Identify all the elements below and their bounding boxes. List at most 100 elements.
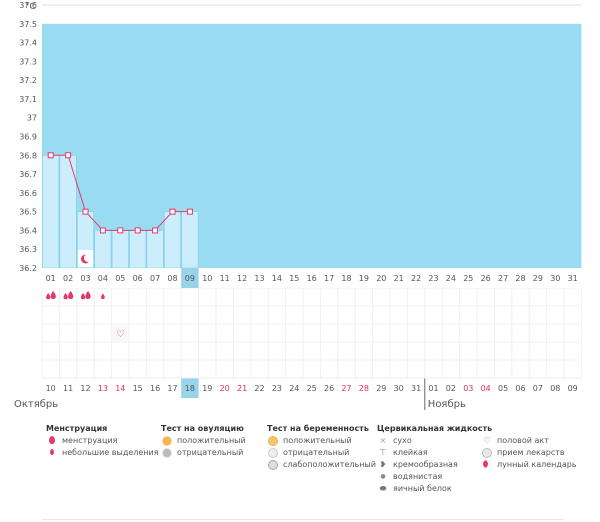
temperature-point <box>65 152 72 159</box>
date-label: 07 <box>533 384 543 393</box>
weak-test-icon <box>267 460 279 470</box>
legend-item: отрицательный <box>161 447 246 459</box>
temperature-bar <box>181 211 199 269</box>
date-label: 14 <box>115 384 125 393</box>
bbt-chart: 37.6 37.5 37.4 37.3 37.2 37.1 37 36.9 36.8 36.7 36… <box>14 1 582 410</box>
y-tick-label: 37.3 <box>19 57 37 66</box>
heart-cell <box>111 324 129 342</box>
legend-pregnancy-test: Тест на беременность положительный отриц… <box>267 423 376 471</box>
temperature-point <box>82 208 89 215</box>
day-label: 31 <box>568 274 578 283</box>
drop-icon <box>67 291 74 299</box>
date-label: 18 <box>185 384 195 393</box>
y-tick-label: 36.4 <box>19 226 37 235</box>
legend-label: сухо <box>393 436 412 445</box>
day-label: 04 <box>98 274 108 283</box>
small-drop-icon <box>46 448 58 458</box>
drop-icon <box>85 291 91 299</box>
y-tick-label: 36.2 <box>19 264 37 273</box>
temperature-point <box>47 152 54 159</box>
legend-label: половой акт <box>497 436 549 445</box>
bottom-divider <box>42 519 564 520</box>
day-label: 06 <box>133 274 143 283</box>
legend-item: ❥ кремообразная <box>377 459 492 471</box>
legend-label: яичный белок <box>393 484 452 493</box>
today-highlight <box>181 378 199 398</box>
date-label: 21 <box>237 384 247 393</box>
date-label: 19 <box>202 384 212 393</box>
temperature-point <box>152 227 159 234</box>
legend-title-menstruation: Менструация <box>46 424 108 433</box>
legend-cervical-fluid: Цервикальная жидкость × сухо ⊤ клейкая ❥ кр… <box>377 423 492 495</box>
day-label: 03 <box>80 274 90 283</box>
legend-label: лунный календарь <box>497 460 577 469</box>
creamy-icon: ❥ <box>379 460 387 469</box>
date-label: 23 <box>272 384 282 393</box>
date-label: 15 <box>133 384 143 393</box>
legend-item: положительный <box>267 435 376 447</box>
day-label: 27 <box>498 274 508 283</box>
day-label: 14 <box>272 274 282 283</box>
y-axis-label: °С <box>25 2 36 12</box>
day-label: 23 <box>428 274 438 283</box>
day-label: 01 <box>46 274 56 283</box>
heart-icon: ♡ <box>116 329 125 340</box>
legend-item: × сухо <box>377 435 492 447</box>
date-label: 28 <box>359 384 369 393</box>
legend-item: прием лекарств <box>481 447 577 459</box>
legend-title-ovulation: Тест на овуляцию <box>161 424 244 433</box>
day-label: 20 <box>376 274 386 283</box>
temperature-bar <box>42 154 60 269</box>
current-day-highlight <box>181 268 199 288</box>
y-tick-label: 36.5 <box>19 208 37 217</box>
drop-icon <box>63 293 68 300</box>
day-label: 29 <box>533 274 543 283</box>
positive-test-icon <box>267 436 279 446</box>
temperature-point <box>186 208 193 215</box>
date-label: 03 <box>463 384 473 393</box>
temperature-bar <box>129 230 147 269</box>
date-label: 29 <box>376 384 386 393</box>
legend-label: положительный <box>177 436 246 445</box>
day-label: 21 <box>394 274 404 283</box>
date-label: 17 <box>167 384 177 393</box>
y-tick-label: 37.2 <box>19 76 37 85</box>
temperature-bar <box>164 211 182 269</box>
legend-item: небольшие выделения <box>46 447 159 459</box>
legend-title-cervical: Цервикальная жидкость <box>377 424 493 433</box>
day-label: 18 <box>341 274 351 283</box>
date-label: 22 <box>254 384 264 393</box>
legend-label: положительный <box>283 436 352 445</box>
date-row <box>42 378 582 398</box>
moon-icon <box>481 460 493 470</box>
date-label: 08 <box>550 384 560 393</box>
temperature-bar <box>111 230 129 269</box>
date-label: 13 <box>98 384 108 393</box>
y-tick-label: 36.3 <box>19 245 37 254</box>
legend-label: отрицательный <box>283 448 350 457</box>
day-label: 17 <box>324 274 334 283</box>
chart-legend: Менструация менструация небольшие выделе… <box>0 423 600 522</box>
legend-item: положительный <box>161 435 246 447</box>
date-label: 30 <box>394 384 404 393</box>
date-label: 10 <box>46 384 56 393</box>
legend-label: менструация <box>62 436 118 445</box>
legend-label: небольшие выделения <box>62 448 159 457</box>
temperature-point <box>99 227 106 234</box>
y-tick-label: 36.7 <box>19 170 37 179</box>
legend-label: клейкая <box>393 448 428 457</box>
legend-other: ♡ половой акт прием лекарств лунный кален… <box>481 435 577 471</box>
day-label: 22 <box>411 274 421 283</box>
legend-label: водянистая <box>393 472 443 481</box>
day-label: 02 <box>63 274 73 283</box>
day-label: 15 <box>289 274 299 283</box>
date-label: 12 <box>80 384 90 393</box>
y-tick-label: 37.1 <box>19 95 37 104</box>
day-label: 24 <box>446 274 456 283</box>
orange-circle-icon <box>161 436 173 446</box>
date-label: 02 <box>446 384 456 393</box>
date-label: 16 <box>150 384 160 393</box>
day-row <box>42 268 582 288</box>
day-label: 19 <box>359 274 369 283</box>
date-label: 25 <box>307 384 317 393</box>
